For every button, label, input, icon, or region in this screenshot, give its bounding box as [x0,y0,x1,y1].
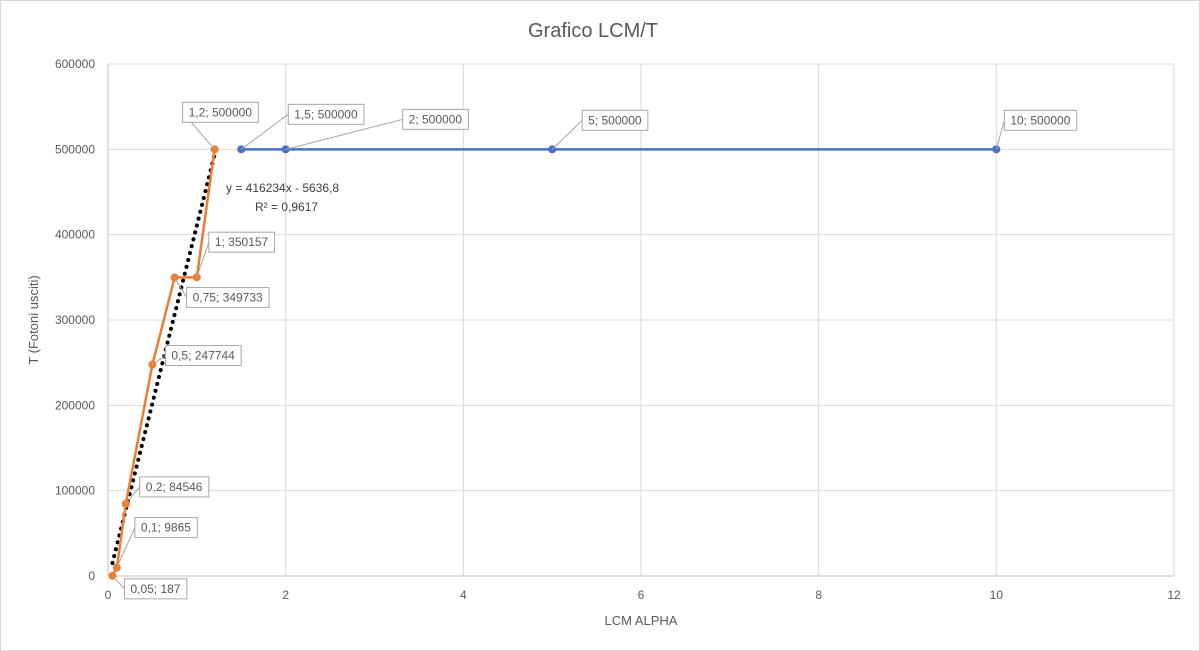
data-label-leader [152,355,166,366]
series-layer [108,145,1001,580]
data-label-leader [240,113,289,150]
data-label-leader [116,527,136,568]
data-label-text: 1,5; 500000 [294,107,358,121]
data-label: 0,5; 247744 [152,345,242,367]
trendline [110,152,217,566]
y-tick-label: 400000 [55,228,95,242]
y-tick-label: 600000 [55,57,95,71]
data-label: 0,1; 9865 [116,517,198,568]
x-axis-title: LCM ALPHA [605,613,678,628]
y-axis-title: T (Fotoni usciti) [26,275,41,364]
x-tick-label: 8 [815,588,822,602]
y-tick-label: 300000 [55,313,95,327]
data-label-box [402,108,469,130]
data-label: 1,2; 500000 [182,101,259,150]
data-label: 0,75; 349733 [174,277,270,309]
x-tick-label: 10 [990,588,1004,602]
x-tick-label: 12 [1167,588,1181,602]
data-labels: 0,05; 187 0,1; 9865 0,2; 84546 0,5; 247744 0… [112,101,1078,600]
data-label-leader [285,118,403,150]
data-label-box [164,345,242,367]
x-tick-label: 2 [282,588,289,602]
data-label: 1; 350157 [196,231,276,278]
data-label-text: 0,5; 247744 [171,349,235,363]
data-label: 10; 500000 [995,109,1078,150]
data-label-box [123,578,188,600]
data-label-box [134,517,198,539]
data-label-text: 0,05; 187 [130,582,180,596]
data-label-leader [112,575,125,590]
y-tick-label: 100000 [55,484,95,498]
data-label-text: 2; 500000 [409,112,463,126]
data-label: 2; 500000 [285,108,469,150]
data-label-leader [196,242,210,278]
data-label: 0,2; 84546 [125,476,210,505]
data-label-text: 0,1; 9865 [141,521,191,535]
y-tick-label: 0 [88,569,95,583]
chart-title: Grafico LCM/T [528,20,658,42]
data-label-text: 10; 500000 [1010,113,1070,127]
data-label: 0,05; 187 [112,575,188,600]
data-label-box [186,287,270,309]
trendline-equation: y = 416234x - 5636,8 [226,181,339,195]
gridlines [108,63,1175,576]
trendline-path [110,152,217,566]
y-tick-label: 200000 [55,398,95,412]
data-label: 5; 500000 [551,109,649,150]
data-label-box [182,101,259,123]
data-label-leader [995,120,1005,150]
y-tick-label: 500000 [55,142,95,156]
data-label-box [139,476,210,498]
data-label-box [287,103,365,125]
data-label-leader [551,119,583,150]
data-label-text: 1,2; 500000 [189,105,253,119]
data-label: 1,5; 500000 [240,103,365,150]
data-label-text: 0,2; 84546 [146,480,203,494]
x-tick-label: 0 [105,588,112,602]
trendline-r2: R² = 0,9617 [255,200,318,214]
x-tick-label: 6 [638,588,645,602]
data-label-text: 5; 500000 [588,113,642,127]
axes: 0 100000 200000 300000 400000 500000 600000 0 2 4… [55,57,1181,602]
x-tick-label: 4 [460,588,467,602]
data-label-leader [125,486,141,505]
data-label-text: 0,75; 349733 [193,291,263,305]
data-label-box [581,109,649,131]
data-label-leader [174,277,188,298]
data-label-box [1003,109,1078,131]
data-label-box [208,231,276,253]
data-label-text: 1; 350157 [215,235,269,249]
